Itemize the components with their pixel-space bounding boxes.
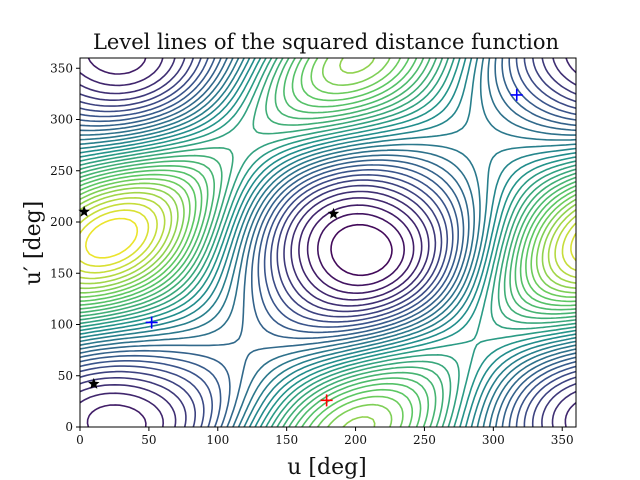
- contour-line: [80, 58, 576, 427]
- contour-lines: [80, 58, 576, 427]
- y-tick-label: 200: [50, 215, 73, 229]
- x-tick-label: 100: [206, 433, 229, 447]
- contour-line: [80, 58, 576, 427]
- contour-line: [80, 58, 576, 427]
- saddle-marker: [327, 207, 340, 219]
- contour-line: [317, 212, 405, 287]
- x-axis-label: u [deg]: [287, 455, 367, 480]
- saddle-marker: [78, 205, 90, 217]
- y-tick-label: 300: [50, 113, 73, 127]
- contour-line: [80, 58, 576, 427]
- x-tick-label: 250: [413, 433, 436, 447]
- chart-title: Level lines of the squared distance func…: [93, 30, 559, 54]
- x-tick-label: 0: [76, 433, 84, 447]
- contour-line: [80, 58, 576, 427]
- contour-line: [80, 58, 576, 427]
- contour-line: [80, 58, 576, 427]
- y-tick-label: 350: [50, 61, 73, 75]
- min-marker: [145, 316, 158, 329]
- contour-line: [80, 58, 576, 427]
- contour-line: [80, 58, 576, 427]
- contour-line: [85, 217, 139, 259]
- plot-frame: [79, 57, 577, 428]
- y-tick-label: 0: [65, 420, 73, 434]
- contour-line: [80, 58, 576, 427]
- contour-line: [80, 58, 576, 427]
- x-tick-label: 50: [141, 433, 156, 447]
- y-tick-label: 100: [50, 318, 73, 332]
- critical-point-markers: [78, 88, 523, 407]
- contour-line: [80, 58, 576, 427]
- x-tick-label: 300: [482, 433, 505, 447]
- x-tick-label: 200: [344, 433, 367, 447]
- contour-line: [80, 58, 576, 427]
- contour-line: [80, 58, 576, 427]
- x-tick-label: 350: [551, 433, 574, 447]
- contour-line: [80, 58, 576, 427]
- x-axis-ticks: 0 50 100 150 200 250 300 350: [76, 427, 574, 447]
- min-marker: [510, 88, 523, 101]
- contour-line: [80, 58, 576, 427]
- max-marker: [320, 394, 333, 407]
- contour-line: [80, 58, 576, 427]
- contour-line: [80, 58, 576, 427]
- y-tick-label: 150: [50, 266, 73, 280]
- contour-line: [330, 223, 393, 277]
- y-tick-label: 50: [58, 369, 73, 383]
- contour-line: [80, 58, 576, 427]
- x-tick-label: 150: [275, 433, 298, 447]
- contour-line: [80, 58, 576, 427]
- contour-line: [80, 191, 576, 285]
- y-axis-label: u′ [deg]: [21, 201, 46, 286]
- contour-line: [86, 58, 415, 427]
- contour-line: [80, 197, 576, 280]
- contour-line: [80, 58, 576, 427]
- y-axis-ticks: 0 50 100 150 200 250 300 350: [50, 61, 80, 434]
- y-tick-label: 250: [50, 164, 73, 178]
- saddle-marker: [88, 377, 100, 389]
- contour-line: [80, 209, 576, 267]
